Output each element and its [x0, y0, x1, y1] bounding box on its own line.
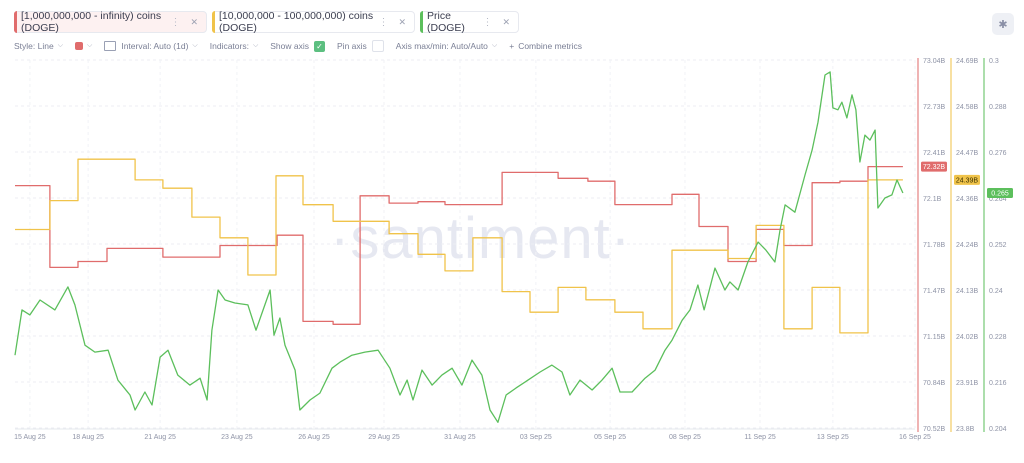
metric-tab-label: [1,000,000,000 - infinity) coins (DOGE)	[21, 10, 162, 34]
x-tick-label: 21 Aug 25	[144, 434, 176, 441]
x-tick-label: 18 Aug 25	[72, 434, 104, 441]
last-value-badge	[921, 161, 947, 172]
x-tick-label: 08 Sep 25	[669, 434, 701, 441]
interval-label: Interval: Auto (1d)	[121, 41, 189, 51]
y-tick-label: 70.84B	[923, 380, 946, 387]
x-tick-label: 05 Sep 25	[594, 434, 626, 441]
y-tick-label: 71.15B	[923, 334, 946, 341]
last-value-label: 24.39B	[956, 177, 979, 184]
close-icon[interactable]: ✕	[398, 16, 406, 27]
indicators-label: Indicators:	[209, 41, 249, 51]
series-line	[15, 158, 903, 334]
metric-color-bar	[420, 11, 423, 33]
close-icon[interactable]: ✕	[190, 16, 198, 27]
y-tick-label: 0.3	[989, 58, 999, 65]
show-axis-label: Show axis	[270, 41, 310, 51]
y-tick-label: 71.78B	[923, 242, 946, 249]
chevron-down-icon: ⌵	[252, 42, 259, 49]
pin-axis-toggle[interactable]: Pin axis	[337, 40, 384, 52]
x-tick-label: 11 Sep 25	[744, 434, 776, 441]
axis-maxmin-dropdown[interactable]: Axis max/min: Auto/Auto ⌵	[396, 41, 497, 51]
y-tick-label: 70.52B	[923, 426, 946, 433]
y-tick-label: 23.8B	[956, 426, 975, 433]
color-picker[interactable]: ⌵	[75, 42, 92, 50]
metric-tab-mid-holders[interactable]: [10,000,000 - 100,000,000) coins (DOGE) …	[212, 10, 415, 34]
last-value-badge	[954, 174, 980, 185]
series-line	[15, 165, 903, 325]
style-dropdown[interactable]: Style: Line ⌵	[14, 41, 63, 51]
chevron-down-icon: ⌵	[491, 42, 498, 49]
interval-dropdown[interactable]: Interval: Auto (1d) ⌵	[104, 41, 198, 51]
y-tick-label: 24.69B	[956, 58, 979, 65]
metric-tab-large-holders[interactable]: [1,000,000,000 - infinity) coins (DOGE) …	[14, 10, 207, 34]
x-tick-label: 15 Aug 25	[14, 434, 46, 441]
series-line	[14, 71, 904, 423]
y-tick-label: 24.02B	[956, 334, 979, 341]
pin-axis-label: Pin axis	[337, 41, 367, 51]
x-tick-label: 29 Aug 25	[368, 434, 400, 441]
combine-metrics-label: Combine metrics	[518, 41, 582, 51]
y-tick-label: 0.228	[989, 334, 1007, 341]
close-icon[interactable]: ✕	[502, 16, 510, 27]
y-tick-label: 24.58B	[956, 104, 979, 111]
y-tick-label: 24.13B	[956, 288, 979, 295]
plus-icon: +	[509, 41, 515, 51]
x-tick-label: 03 Sep 25	[520, 434, 552, 441]
x-tick-label: 31 Aug 25	[444, 434, 476, 441]
x-tick-label: 26 Aug 25	[298, 434, 330, 441]
y-tick-label: 72.1B	[923, 196, 942, 203]
y-tick-label: 0.288	[989, 104, 1007, 111]
metric-color-bar	[212, 11, 215, 33]
metric-tab-price[interactable]: Price (DOGE) ⋮ ✕	[420, 10, 519, 34]
color-swatch	[75, 42, 84, 50]
axis-maxmin-label: Axis max/min: Auto/Auto	[395, 41, 488, 51]
y-tick-label: 72.41B	[923, 150, 946, 157]
y-tick-label: 23.91B	[956, 380, 979, 387]
more-options-icon[interactable]: ⋮	[170, 16, 181, 28]
y-tick-label: 24.47B	[956, 150, 979, 157]
last-value-label: 0.265	[991, 191, 1009, 198]
more-options-icon[interactable]: ⋮	[378, 16, 389, 28]
last-value-label: 72.32B	[923, 164, 946, 171]
y-tick-label: 0.252	[989, 242, 1007, 249]
y-tick-label: 0.264	[989, 196, 1007, 203]
y-tick-label: 71.47B	[923, 288, 946, 295]
metric-tab-label: [10,000,000 - 100,000,000) coins (DOGE)	[219, 10, 374, 34]
metric-tab-label: Price (DOGE)	[427, 10, 465, 34]
metric-color-bar	[14, 11, 17, 33]
y-tick-label: 73.04B	[923, 58, 946, 65]
x-tick-label: 16 Sep 25	[899, 434, 931, 441]
x-tick-label: 23 Aug 25	[221, 434, 253, 441]
y-tick-label: 0.216	[989, 380, 1007, 387]
x-tick-label: 13 Sep 25	[817, 434, 849, 441]
checkbox-checked-icon[interactable]: ✓	[314, 40, 326, 52]
toolbar: Style: Line ⌵ ⌵ Interval: Auto (1d) ⌵ Indi…	[14, 40, 594, 52]
y-tick-label: 72.73B	[923, 104, 946, 111]
checkbox-unchecked[interactable]	[371, 40, 384, 52]
show-axis-toggle[interactable]: Show axis ✓	[270, 40, 326, 52]
style-label: Style: Line	[14, 41, 54, 51]
chevron-down-icon: ⌵	[87, 42, 93, 49]
gear-icon: ✱	[998, 18, 1008, 31]
y-tick-label: 0.204	[989, 426, 1007, 433]
combine-metrics-button[interactable]: + Combine metrics	[509, 41, 582, 51]
last-value-badge	[987, 188, 1013, 199]
y-tick-label: 0.276	[989, 150, 1007, 157]
y-tick-label: 24.36B	[956, 196, 979, 203]
chevron-down-icon: ⌵	[192, 42, 198, 49]
settings-button[interactable]: ✱	[992, 13, 1014, 35]
indicators-dropdown[interactable]: Indicators: ⌵	[210, 41, 259, 51]
calendar-icon	[104, 41, 117, 51]
y-tick-label: 24.24B	[956, 242, 979, 249]
y-tick-label: 0.24	[989, 288, 1003, 295]
chevron-down-icon: ⌵	[57, 42, 64, 49]
more-options-icon[interactable]: ⋮	[482, 16, 493, 28]
